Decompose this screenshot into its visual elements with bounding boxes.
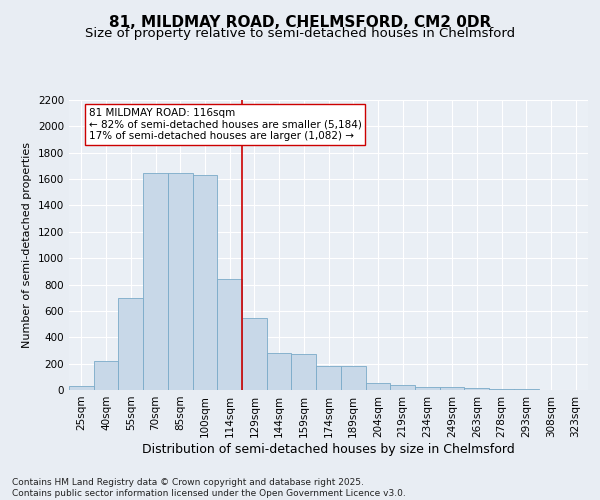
X-axis label: Distribution of semi-detached houses by size in Chelmsford: Distribution of semi-detached houses by … — [142, 442, 515, 456]
Bar — [292, 354, 316, 390]
Bar — [242, 318, 267, 390]
Bar — [341, 366, 365, 390]
Text: Contains HM Land Registry data © Crown copyright and database right 2025.
Contai: Contains HM Land Registry data © Crown c… — [12, 478, 406, 498]
Bar — [415, 386, 440, 390]
Bar — [143, 172, 168, 390]
Bar — [193, 175, 217, 390]
Bar — [464, 388, 489, 390]
Text: Size of property relative to semi-detached houses in Chelmsford: Size of property relative to semi-detach… — [85, 28, 515, 40]
Bar — [168, 172, 193, 390]
Bar — [94, 361, 118, 390]
Bar — [267, 353, 292, 390]
Bar — [390, 384, 415, 390]
Text: 81 MILDMAY ROAD: 116sqm
← 82% of semi-detached houses are smaller (5,184)
17% of: 81 MILDMAY ROAD: 116sqm ← 82% of semi-de… — [89, 108, 362, 141]
Bar — [316, 366, 341, 390]
Bar — [440, 388, 464, 390]
Bar — [489, 388, 514, 390]
Bar — [69, 386, 94, 390]
Bar — [217, 280, 242, 390]
Bar — [118, 298, 143, 390]
Y-axis label: Number of semi-detached properties: Number of semi-detached properties — [22, 142, 32, 348]
Bar — [365, 384, 390, 390]
Text: 81, MILDMAY ROAD, CHELMSFORD, CM2 0DR: 81, MILDMAY ROAD, CHELMSFORD, CM2 0DR — [109, 15, 491, 30]
